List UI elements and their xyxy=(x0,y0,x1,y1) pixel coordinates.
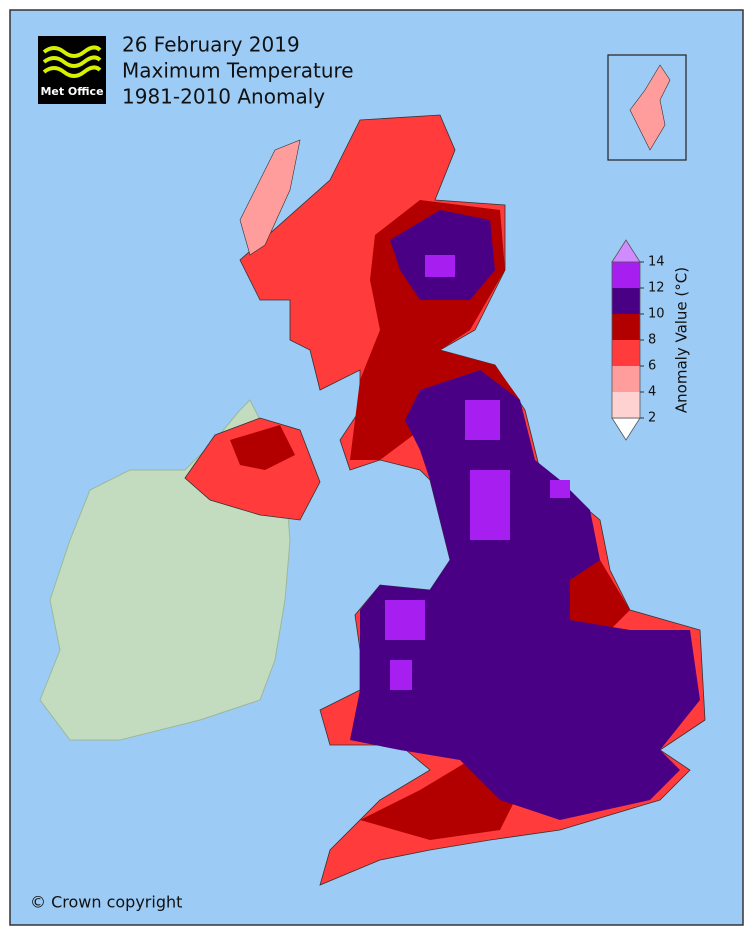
hot-patch xyxy=(550,480,570,498)
colorbar-label: Anomaly Value (°C) xyxy=(673,267,691,413)
scotland-west-isles xyxy=(239,139,301,256)
logo-wave xyxy=(42,45,102,58)
hot-patch xyxy=(385,600,425,640)
hot-patch xyxy=(425,255,455,277)
colorbar-segment xyxy=(612,366,640,392)
shetland xyxy=(629,64,671,151)
colorbar-tick-label: 2 xyxy=(648,411,656,426)
copyright: © Crown copyright xyxy=(30,893,182,912)
ni-warm-patch xyxy=(230,425,295,470)
colorbar-tick-label: 14 xyxy=(648,255,665,270)
title-line: 1981-2010 Anomaly xyxy=(122,85,325,109)
colorbar-tick-label: 8 xyxy=(648,333,656,348)
colorbar-segment xyxy=(612,340,640,366)
inset-frame xyxy=(607,54,687,161)
colorbar-tick-label: 4 xyxy=(648,385,656,400)
colorbar-segment xyxy=(612,314,640,340)
logo-wave xyxy=(42,65,102,78)
warm-region-east xyxy=(560,560,630,640)
colorbar-segment xyxy=(612,392,640,418)
hot-patch xyxy=(390,660,412,690)
colorbar-tick-label: 10 xyxy=(648,307,665,322)
colorbar-tick-label: 6 xyxy=(648,359,656,374)
title-line: Maximum Temperature xyxy=(122,59,354,83)
hot-patch xyxy=(470,470,510,540)
very-warm-region-england xyxy=(350,370,700,820)
colorbar: 2 4 6 8 10 12 14 Anomaly Value (°C) xyxy=(611,239,691,441)
colorbar-segment xyxy=(612,262,640,288)
title-line: 26 February 2019 xyxy=(122,33,300,57)
colorbar-segment xyxy=(612,288,640,314)
logo-waves xyxy=(42,45,102,78)
hottest-patches xyxy=(385,255,570,690)
logo-text: Met Office xyxy=(40,85,103,98)
hot-patch xyxy=(465,400,500,440)
colorbar-tick-label: 12 xyxy=(648,281,665,296)
logo-wave xyxy=(42,55,102,68)
